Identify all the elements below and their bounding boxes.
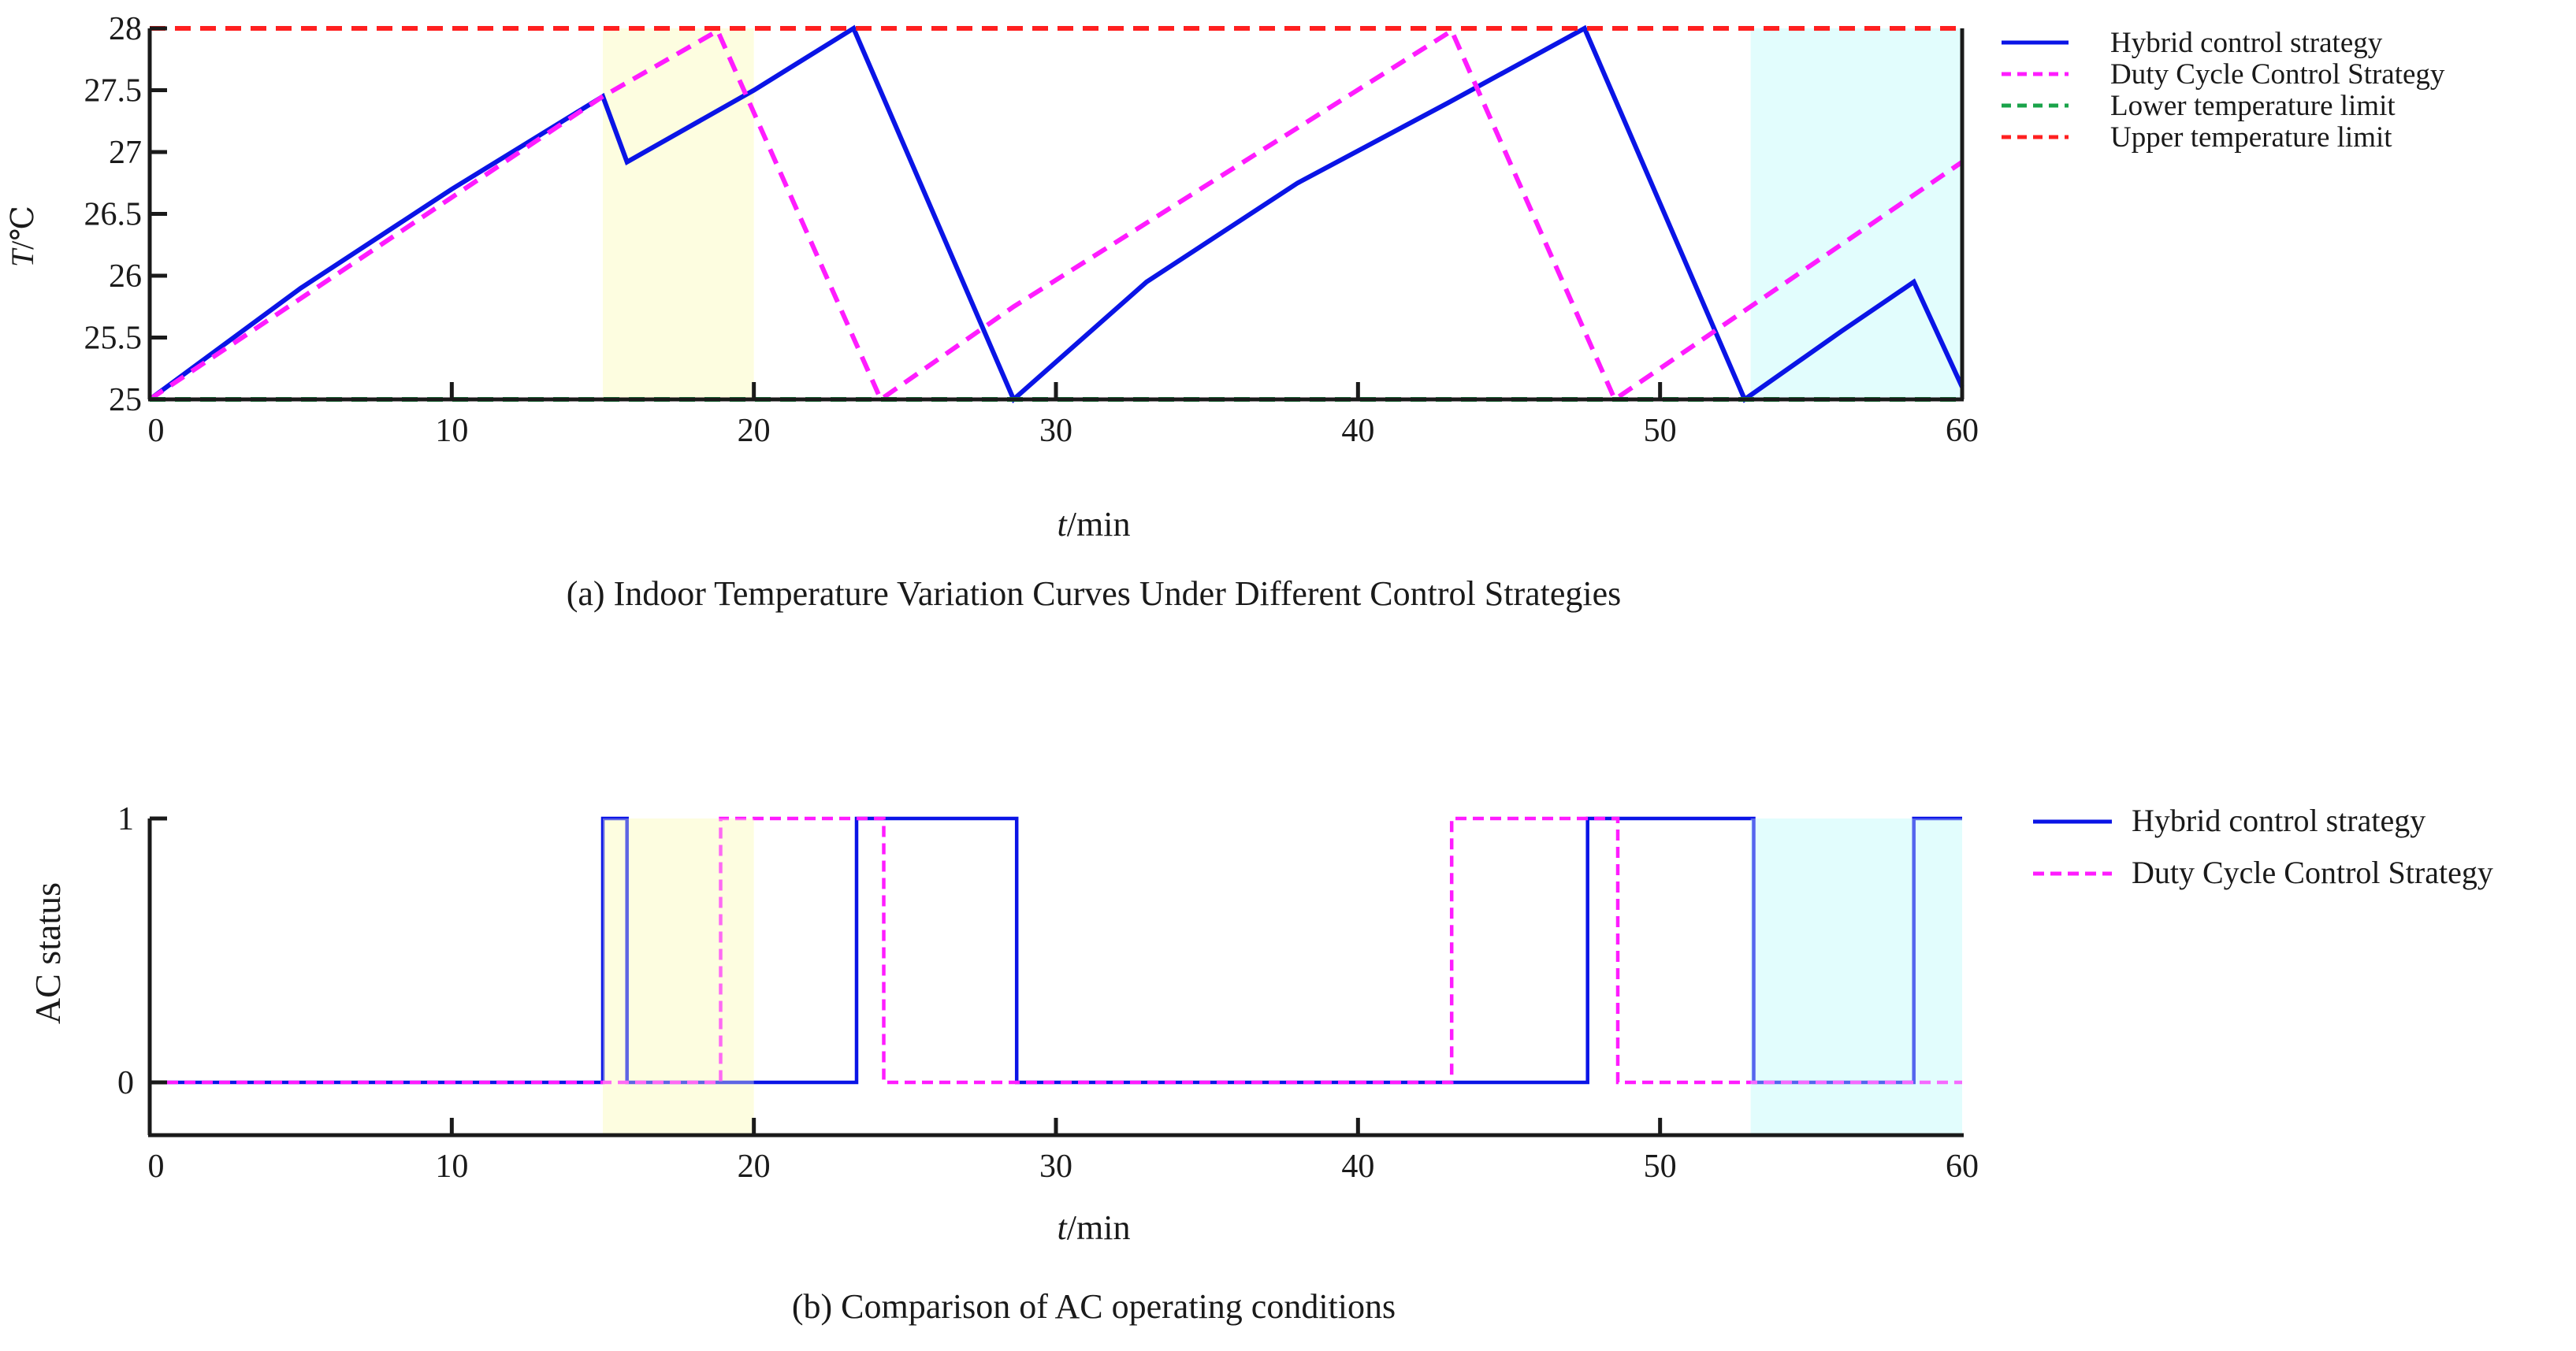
x-tick-label: 30 [1039,413,1072,449]
x-axis-label-time: t/min [1058,1208,1131,1247]
y-axis-label-ac-status: AC status [28,882,68,1024]
x-tick-label: 40 [1341,413,1374,449]
legend-b: Hybrid control strategy Duty Cycle Contro… [2033,803,2493,890]
series-hybrid-control-strategy [148,24,1965,403]
caption-b: (b) Comparison of AC operating condition… [792,1287,1396,1326]
x-axis-label-time: t/min [1058,505,1131,544]
y-tick-label: 25.5 [84,321,143,357]
legend-label: Duty Cycle Control Strategy [2132,855,2493,890]
series-duty-cycle-control-strategy [150,816,1962,1085]
x-tick-label: 60 [1946,413,1979,449]
x-tick-label: 10 [435,1149,468,1185]
x-tick-label: 50 [1644,1149,1677,1185]
shaded-region-overlay-1 [603,818,754,1135]
x-tick-label: 0 [148,1149,165,1185]
legend-label: Duty Cycle Control Strategy [2110,58,2445,91]
x-tick-label: 30 [1039,1149,1072,1185]
shaded-region-2 [1750,28,1962,399]
legend-label: Hybrid control strategy [2132,803,2425,838]
ac-status-chart: 0 10 20 30 40 50 60 0 1 AC status t/min (b) Comp… [28,801,2493,1326]
legend-label: Lower temperature limit [2110,90,2396,122]
series-hybrid-control-strategy [150,816,1962,1085]
x-tick-label: 0 [148,413,165,449]
y-tick-label: 26.5 [84,197,143,233]
y-tick-label: 27.5 [84,73,143,109]
y-tick-label: 26 [109,258,142,295]
x-tick-label: 10 [435,413,468,449]
x-tick-label: 50 [1644,413,1677,449]
y-tick-label: 1 [117,801,134,837]
y-tick-label: 25 [109,382,142,418]
series-duty-cycle-control-strategy [148,27,1964,403]
y-tick-label: 28 [109,11,142,47]
x-tick-label: 20 [738,413,771,449]
y-axis-label-temperature: T/℃ [5,206,40,267]
y-tick-label: 0 [117,1065,134,1101]
y-tick-label: 27 [109,135,142,171]
shaded-region-1 [603,28,754,399]
shaded-region-overlay-2 [1750,818,1962,1135]
temperature-chart: 0 10 20 30 40 50 60 25 25.5 26 26.5 27 27.5 28 T/℃ t/… [5,11,2445,613]
legend-label: Upper temperature limit [2110,121,2392,154]
x-tick-label: 60 [1946,1149,1979,1185]
caption-a: (a) Indoor Temperature Variation Curves … [567,574,1622,613]
x-tick-label: 20 [738,1149,771,1185]
legend-label: Hybrid control strategy [2110,27,2383,59]
x-tick-label: 40 [1341,1149,1374,1185]
